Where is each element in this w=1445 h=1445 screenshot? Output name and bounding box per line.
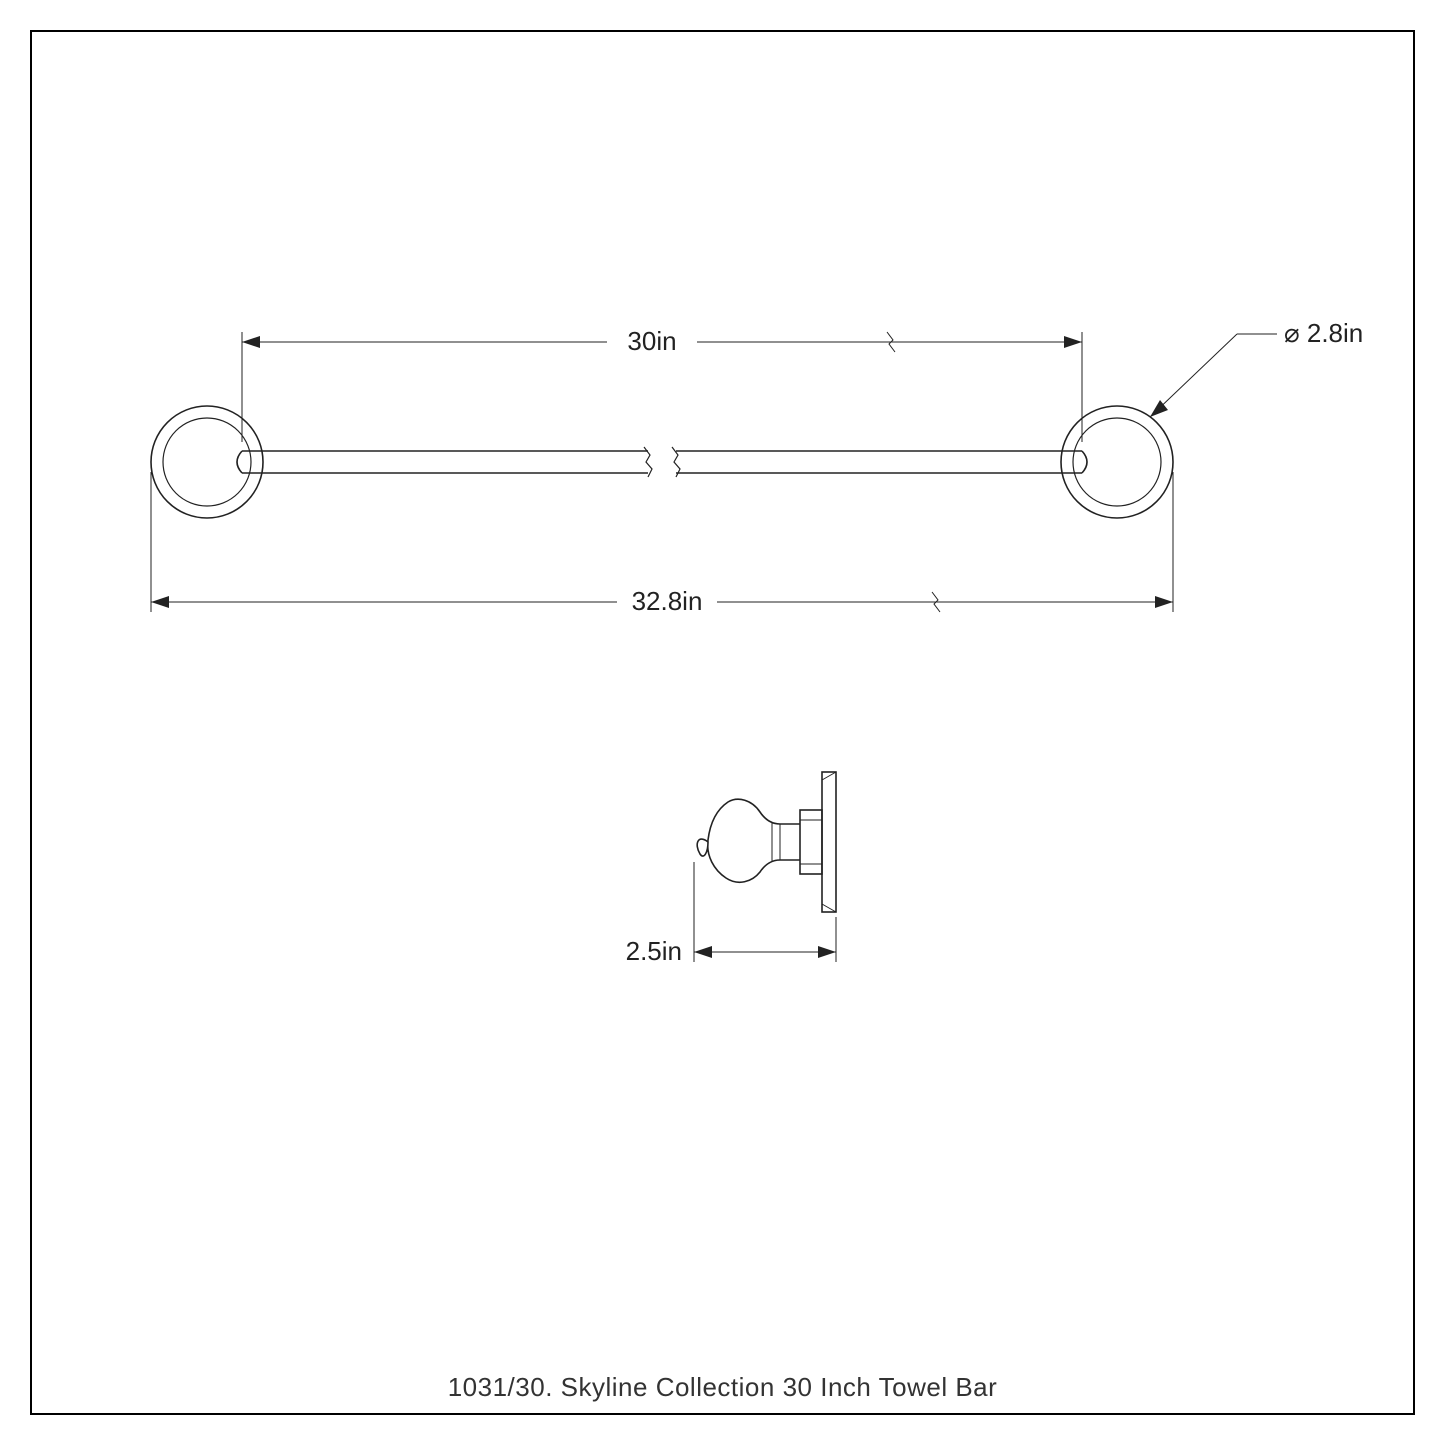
side-plate	[822, 772, 836, 912]
front-view: 30in ⌀ 2.8in	[151, 318, 1363, 616]
title-caption: 1031/30. Skyline Collection 30 Inch Towe…	[32, 1372, 1413, 1403]
dim-diameter: ⌀ 2.8in	[1150, 318, 1363, 417]
dim-diameter-label: ⌀ 2.8in	[1284, 318, 1363, 348]
bar-cap-left	[237, 451, 242, 473]
dim-bar-label: 30in	[627, 326, 676, 356]
dim-overall-label: 32.8in	[632, 586, 703, 616]
side-stem-outline	[708, 799, 800, 882]
dim-depth-label: 2.5in	[626, 936, 682, 966]
side-knob-cap	[697, 839, 708, 856]
bar-cap-right	[1082, 451, 1087, 473]
frame-border: 30in ⌀ 2.8in	[30, 30, 1415, 1415]
right-flange-outer	[1061, 406, 1173, 518]
page: 30in ⌀ 2.8in	[0, 0, 1445, 1445]
left-flange-outer	[151, 406, 263, 518]
dim-depth: 2.5in	[626, 862, 836, 966]
dim-bar-length: 30in	[242, 326, 1082, 442]
dim-overall: 32.8in	[151, 472, 1173, 616]
drawing-svg: 30in ⌀ 2.8in	[32, 32, 1417, 1377]
side-view: 2.5in	[626, 772, 836, 966]
